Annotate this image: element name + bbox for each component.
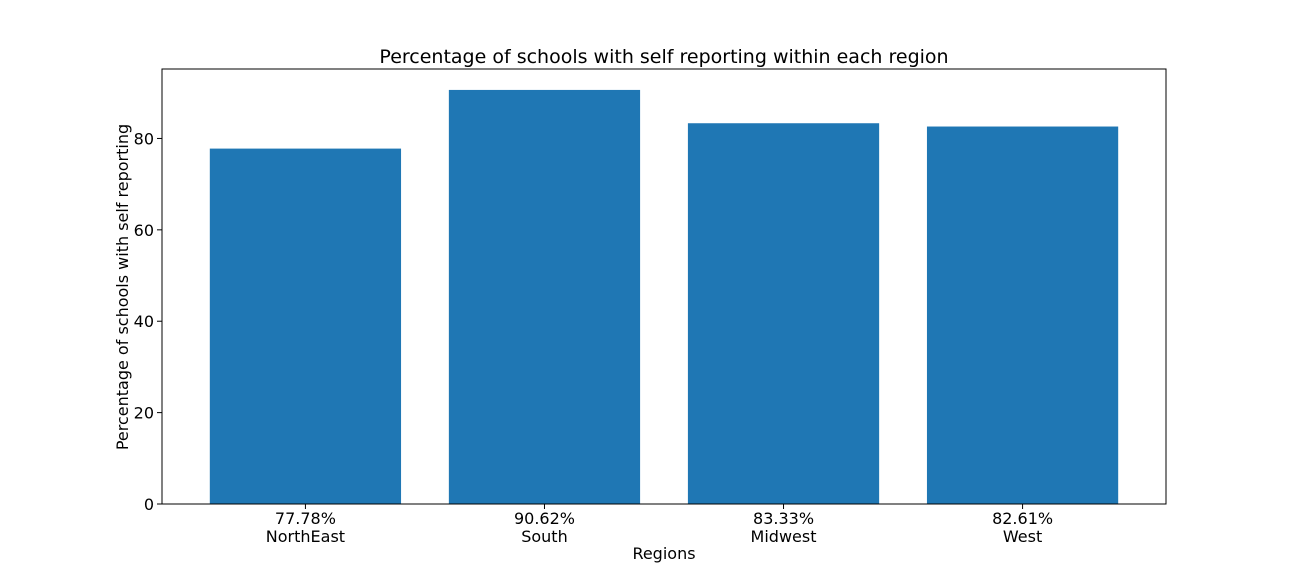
x-tick-label: 82.61% West xyxy=(992,509,1053,546)
chart-title: Percentage of schools with self reportin… xyxy=(379,46,948,68)
y-tick-label: 0 xyxy=(144,495,154,514)
bar-0 xyxy=(209,148,402,504)
y-tick-label: 40 xyxy=(134,312,154,331)
x-axis-ticks: 77.78% NorthEast 90.62% South 83.33% Midwest 8… xyxy=(266,504,1053,546)
y-axis-label: Percentage of schools with self reportin… xyxy=(113,124,132,450)
bars-group xyxy=(209,89,1119,505)
x-tick-label: 77.78% NorthEast xyxy=(266,509,345,546)
y-axis-ticks: 0 20 40 60 80 xyxy=(134,129,162,514)
x-tick-label: 83.33% Midwest xyxy=(751,509,817,546)
y-tick-label: 60 xyxy=(134,221,154,240)
y-tick-label: 80 xyxy=(134,129,154,148)
y-tick-label: 20 xyxy=(134,404,154,423)
bar-3 xyxy=(926,126,1119,505)
bar-2 xyxy=(687,123,880,505)
bar-1 xyxy=(448,89,641,504)
x-axis-label: Regions xyxy=(632,544,695,563)
plot-frame xyxy=(161,68,1167,505)
x-tick-label: 90.62% South xyxy=(514,509,575,546)
